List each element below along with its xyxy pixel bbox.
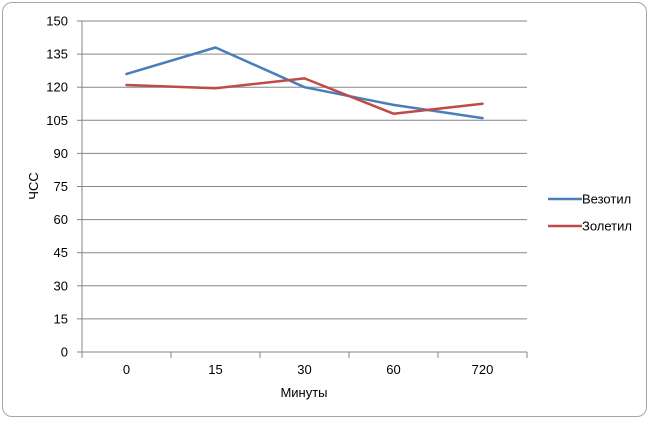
y-tick-label: 60 (54, 212, 68, 227)
x-tick-label: 15 (208, 362, 222, 377)
y-tick-label: 0 (61, 345, 68, 360)
y-tick-labels: 0 15 30 45 60 75 90 105 120 135 150 (46, 14, 68, 360)
x-tick-label: 30 (297, 362, 311, 377)
y-tick-label: 15 (54, 311, 68, 326)
y-tick-label: 45 (54, 245, 68, 260)
y-tick-label: 135 (46, 47, 68, 62)
series-line-1 (125, 46, 484, 120)
y-tick-label: 105 (46, 113, 68, 128)
axes (81, 21, 528, 358)
series-line-2 (125, 77, 484, 115)
legend: Везотил Золетил (548, 192, 632, 234)
x-tick-label: 60 (386, 362, 400, 377)
x-tick-label: 720 (472, 362, 494, 377)
legend-label: Везотил (582, 192, 631, 207)
legend-label: Золетил (582, 219, 632, 234)
x-tick-label: 0 (123, 362, 130, 377)
y-tick-label: 120 (46, 80, 68, 95)
chart-frame (2, 2, 647, 417)
y-tick-label: 150 (46, 14, 68, 29)
x-tick-labels: 0 15 30 60 720 (123, 362, 493, 377)
series-lines (125, 46, 484, 120)
gridlines (77, 20, 527, 353)
y-tick-label: 90 (54, 146, 68, 161)
y-tick-label: 30 (54, 278, 68, 293)
x-axis-title: Минуты (280, 385, 327, 400)
y-axis-title: ЧСС (26, 172, 41, 199)
y-tick-label: 75 (54, 179, 68, 194)
